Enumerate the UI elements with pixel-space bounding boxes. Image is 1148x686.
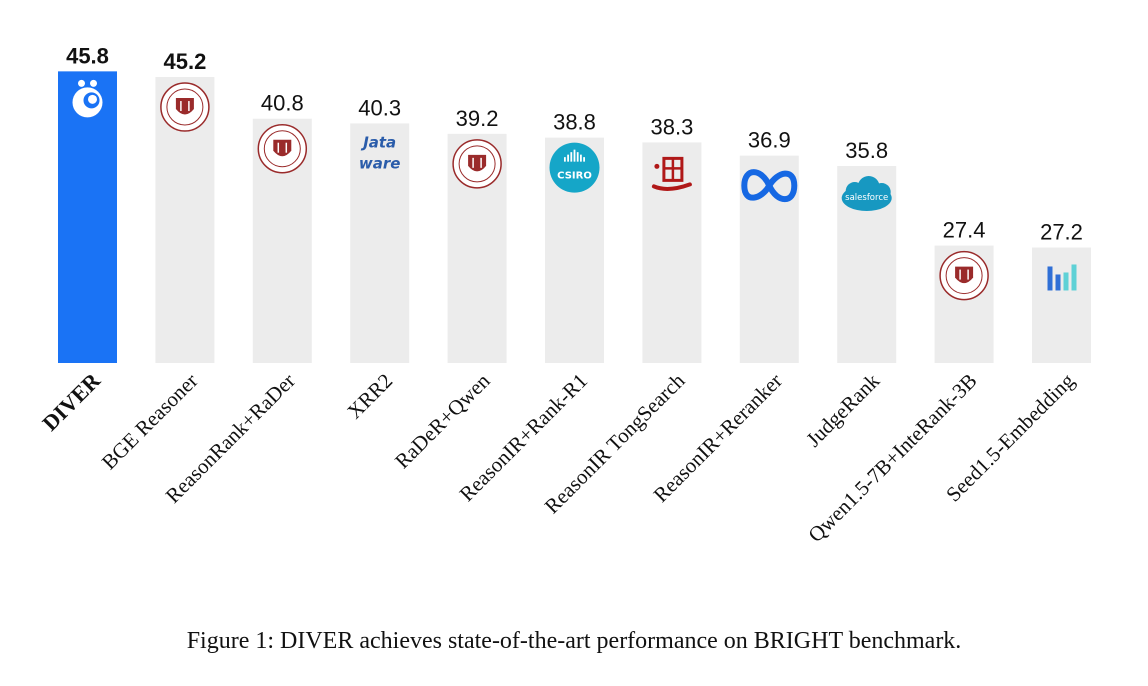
svg-text:CSIRO: CSIRO [557,171,592,182]
value-label-reasonir-tongsearch: 38.3 [650,114,693,139]
value-label-diver: 45.8 [66,43,109,68]
bar-diver [58,71,117,364]
value-label-judgerank: 35.8 [845,138,888,163]
university-seal-icon [160,82,210,132]
university-seal-icon [452,139,502,189]
csiro-logo-icon: CSIRO [549,142,600,193]
value-label-xrr2: 40.3 [358,95,401,120]
seed-logo-icon [1047,264,1077,291]
meta-logo-icon [741,169,798,203]
category-label-judgerank: JudgeRank [801,368,884,451]
jataware-logo-icon: Jata ware [359,133,401,172]
diver-logo-icon [72,79,103,118]
category-label-bge-reasoner: BGE Reasoner [97,369,203,475]
tongsearch-logo-icon [651,156,692,191]
category-label-rader-qwen: RaDeR+Qwen [390,368,495,473]
category-label-diver: DIVER [37,367,106,436]
value-label-reasonir-reranker: 36.9 [748,128,791,153]
value-label-seed1-5-embedding: 27.2 [1040,219,1083,244]
bar-xrr2 [350,123,410,363]
figure-caption: Figure 1: DIVER achieves state-of-the-ar… [186,628,962,654]
value-label-bge-reasoner: 45.2 [163,49,206,74]
salesforce-logo-icon: salesforce [841,176,892,212]
bar-seed1-5-embedding [1032,247,1091,363]
university-seal-icon [257,123,308,174]
category-label-qwen1-5-7b-interank-3b: Qwen1.5-7B+InteRank-3B [803,369,981,547]
value-label-reasonrank-rader: 40.8 [261,91,304,116]
svg-text:ware: ware [359,154,401,172]
category-label-xrr2: XRR2 [342,369,397,424]
university-seal-icon [939,250,989,301]
value-label-rader-qwen: 39.2 [456,106,499,131]
svg-text:Jata: Jata [360,133,396,151]
svg-text:salesforce: salesforce [845,193,888,203]
value-label-reasonir-rank-r1: 38.8 [553,110,596,135]
value-label-qwen1-5-7b-interank-3b: 27.4 [943,218,986,243]
